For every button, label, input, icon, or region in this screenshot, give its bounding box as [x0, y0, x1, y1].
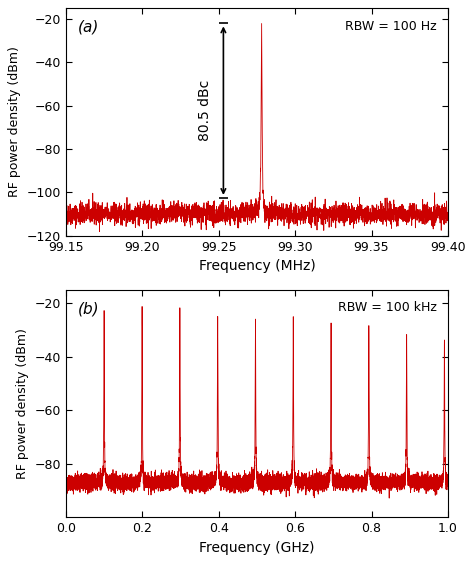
X-axis label: Frequency (GHz): Frequency (GHz) — [199, 540, 315, 555]
Text: (a): (a) — [78, 20, 99, 35]
Text: RBW = 100 kHz: RBW = 100 kHz — [337, 301, 437, 314]
Text: (b): (b) — [78, 301, 99, 316]
Y-axis label: RF power density (dBm): RF power density (dBm) — [9, 47, 21, 198]
Text: 80.5 dBc: 80.5 dBc — [198, 79, 212, 141]
Y-axis label: RF power density (dBm): RF power density (dBm) — [16, 328, 29, 479]
X-axis label: Frequency (MHz): Frequency (MHz) — [199, 259, 315, 273]
Text: RBW = 100 Hz: RBW = 100 Hz — [345, 20, 437, 33]
